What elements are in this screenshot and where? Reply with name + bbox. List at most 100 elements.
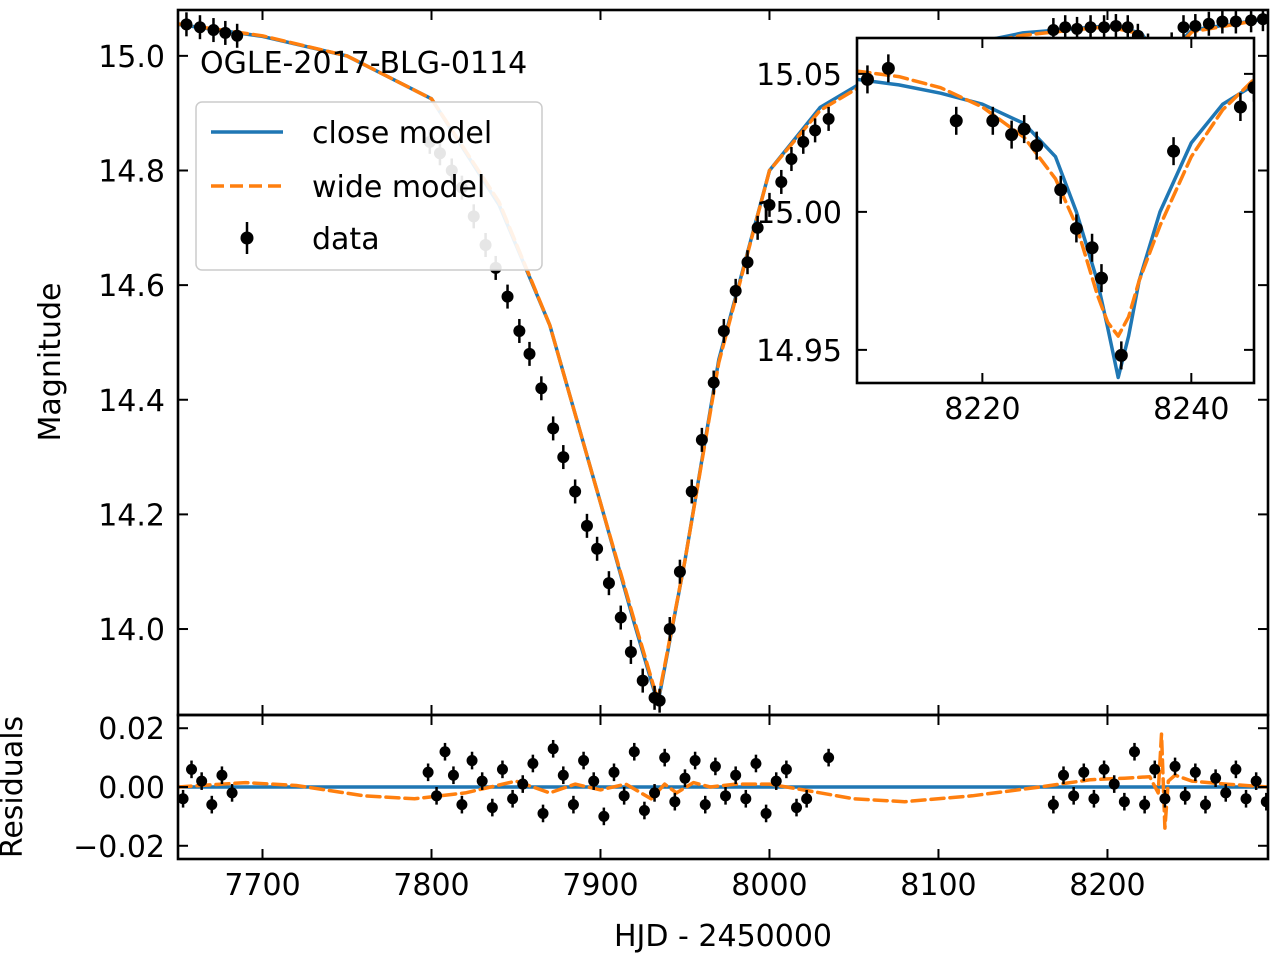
main-data-point [1121,21,1134,34]
res-data-point [1179,790,1191,802]
main-data-point [809,124,822,137]
res-data-point [206,799,218,811]
main-data-point [1047,24,1060,37]
res-data-point [178,793,189,805]
res-data-point [1169,760,1181,772]
inset-data-point [1005,128,1019,142]
res-data-point [1088,793,1100,805]
res-data-point [547,743,559,755]
main-data-point [193,21,206,34]
inset-data-point [986,114,1000,128]
res-data-point [669,796,681,808]
residuals-panel: 7700 7800 7900 8000 8100 8200 −0.02 0.00 0.02 Re… [0,712,1270,954]
res-data-point [507,793,519,805]
main-data-point [785,153,798,166]
res-data-point [537,807,549,819]
res-data-point [1240,793,1252,805]
main-data-point [1189,20,1202,33]
inset-wide-model-curve [857,69,1254,338]
main-data-point [180,18,193,31]
res-data-point [1250,775,1262,787]
res-data-point [1118,796,1130,808]
inset-data-point [881,61,895,75]
inset-y-tick-label: 14.95 [756,334,842,369]
res-wide-model-curve [178,732,1268,830]
res-data-point [466,755,478,767]
res-data-point [760,807,772,819]
res-data-point [588,775,600,787]
res-data-point [1058,769,1070,781]
res-data-point [422,766,434,778]
inset-data-point [1247,81,1254,95]
inset-x-tick-label: 8240 [1153,392,1229,427]
inset-model-curves [857,69,1254,380]
main-data-point [501,290,514,303]
res-data-point [1210,772,1222,784]
main-data-point [1245,14,1258,27]
res-data-point [557,769,569,781]
main-data-point [751,221,764,234]
res-data-point [618,790,630,802]
res-data-point [1149,763,1161,775]
inset-data-point [1094,271,1108,285]
res-data-point [780,763,792,775]
main-data-point [1098,21,1111,34]
main-y-tick-label: 15.0 [98,40,165,75]
inset-data-point [1114,348,1128,362]
main-data-point [1109,20,1122,33]
res-data-point [1189,766,1201,778]
res-data-point [750,757,762,769]
inset-background [857,38,1254,383]
residual-model-curves [178,732,1268,830]
inset-data-point [1233,100,1247,114]
inset-data-point [1017,122,1031,136]
res-data-point [456,799,468,811]
inset-data-point [1085,241,1099,255]
res-data-point [628,746,640,758]
main-y-tick-label: 14.8 [98,154,165,189]
residual-plot-frame [176,713,1270,861]
residual-y-axis-label: Residuals [0,716,30,858]
main-data-point [653,694,666,707]
res-data-point [730,769,742,781]
main-data-point [1177,21,1190,34]
main-data-point [685,485,698,498]
res-data-point [649,787,661,799]
main-data-point [624,645,637,658]
main-y-tick-label: 14.2 [98,498,165,533]
main-data-point [1256,13,1268,26]
res-data-point [1159,793,1171,805]
main-data-point [513,324,526,337]
main-data-point [1059,21,1072,34]
res-data-point [476,775,488,787]
res-data-point [1078,766,1090,778]
res-x-tick-label: 7900 [562,868,638,903]
main-data-point [729,284,742,297]
main-panel: 14.0 14.2 14.4 14.6 14.8 15.0 Magnitude OGLE-… [33,8,1270,717]
res-data-point [486,802,498,814]
res-data-point [1068,790,1080,802]
main-data-point [775,175,788,188]
res-data-point [578,755,590,767]
res-y-tick-label: 0.02 [98,712,165,747]
res-data-point [823,752,835,764]
res-data-point [720,790,732,802]
res-data-point [1220,787,1232,799]
main-data-point [591,542,604,555]
res-data-point [431,790,443,802]
event-name-annotation: OGLE-2017-BLG-0114 [200,46,527,81]
main-data-point [547,422,560,435]
inset-data-point [1030,139,1044,153]
res-data-point [801,793,813,805]
main-data-point [673,565,686,578]
res-data-point [1128,746,1140,758]
main-data-point [1229,15,1242,28]
main-data-point [695,433,708,446]
legend-box [195,101,543,271]
res-x-tick-label: 8000 [731,868,807,903]
residual-axis-ticks: 7700 7800 7900 8000 8100 8200 −0.02 0.00 0.02 [73,712,1268,903]
res-data-point [1139,799,1151,811]
main-data-point [707,376,720,389]
main-data-point [797,135,810,148]
main-data-point [1071,22,1084,35]
